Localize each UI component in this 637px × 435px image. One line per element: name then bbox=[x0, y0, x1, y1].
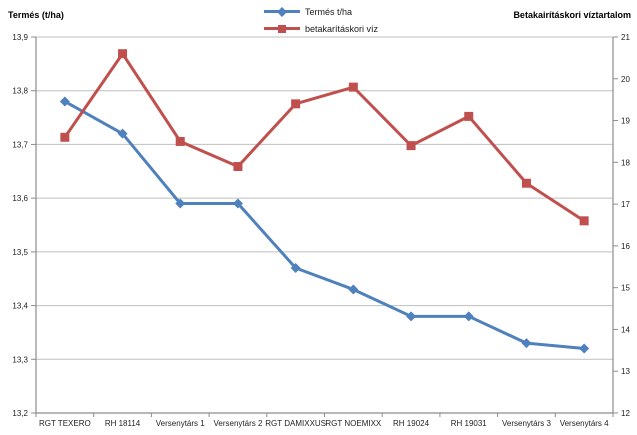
left-axis-tick-label: 13,4 bbox=[12, 302, 28, 311]
right-axis-title: Betakairításkori víztartalom bbox=[513, 10, 631, 20]
series-line-termes bbox=[63, 99, 586, 351]
legend-line-swatch bbox=[264, 6, 300, 17]
data-point-square bbox=[521, 178, 531, 188]
data-point-diamond bbox=[290, 262, 301, 273]
right-axis-tick-label: 16 bbox=[621, 242, 630, 251]
category-label: RGT NOEMIXX bbox=[325, 419, 382, 428]
data-point-diamond bbox=[175, 198, 186, 209]
legend-item-termes: Termés t/ha bbox=[264, 3, 378, 20]
data-point-diamond bbox=[232, 198, 243, 209]
series-line-viz bbox=[63, 52, 586, 223]
left-axis-tick-label: 13,9 bbox=[12, 33, 28, 42]
square-marker-icon bbox=[278, 24, 286, 33]
category-label: RGT DAMIXXUS bbox=[265, 419, 326, 428]
data-point-diamond bbox=[579, 343, 590, 354]
data-point-diamond bbox=[117, 128, 128, 139]
left-axis-tick-label: 13,8 bbox=[12, 87, 28, 96]
right-axis-tick-label: 19 bbox=[621, 117, 630, 126]
right-axis-tick-label: 13 bbox=[621, 367, 630, 376]
left-axis-tick-label: 13,2 bbox=[12, 409, 28, 418]
right-axis-tick-label: 12 bbox=[621, 409, 630, 418]
legend-label: betakarításkori víz bbox=[305, 23, 379, 34]
data-point-diamond bbox=[59, 96, 70, 107]
data-point-square bbox=[118, 49, 128, 59]
right-axis-tick-label: 17 bbox=[621, 200, 630, 209]
category-label: Versenytárs 2 bbox=[213, 419, 262, 428]
category-label: RH 19024 bbox=[393, 419, 430, 428]
data-point-square bbox=[233, 162, 243, 172]
data-point-diamond bbox=[521, 338, 532, 349]
data-point-diamond bbox=[406, 311, 417, 322]
category-label: RH 18114 bbox=[105, 419, 141, 428]
right-axis-tick-label: 15 bbox=[621, 284, 630, 293]
data-point-square bbox=[291, 99, 301, 109]
data-point-square bbox=[464, 111, 474, 121]
category-label: Versenytárs 4 bbox=[560, 419, 609, 428]
category-label: RGT TEXERO bbox=[39, 419, 91, 428]
category-label: RH 19031 bbox=[451, 419, 488, 428]
data-point-square bbox=[579, 216, 589, 226]
data-point-square bbox=[175, 136, 185, 146]
left-axis-tick-label: 13,7 bbox=[12, 140, 28, 149]
data-point-diamond bbox=[348, 284, 359, 295]
data-point-diamond bbox=[463, 311, 474, 322]
right-axis-tick-label: 18 bbox=[621, 158, 630, 167]
legend: Termés t/ha betakarításkori víz bbox=[264, 3, 378, 37]
category-label: Versenytárs 3 bbox=[502, 419, 551, 428]
data-point-square bbox=[348, 82, 358, 92]
data-point-square bbox=[60, 132, 70, 142]
category-label: Versenytárs 1 bbox=[156, 419, 205, 428]
legend-label: Termés t/ha bbox=[305, 6, 353, 17]
left-axis-tick-label: 13,3 bbox=[12, 355, 28, 364]
left-axis-tick-label: 13,5 bbox=[12, 248, 28, 257]
left-axis-title: Termés (t/ha) bbox=[8, 10, 64, 20]
data-point-square bbox=[406, 141, 416, 151]
right-axis-tick-label: 21 bbox=[621, 33, 630, 42]
right-axis-tick-label: 14 bbox=[621, 325, 630, 334]
left-axis-tick-label: 13,6 bbox=[12, 194, 28, 203]
legend-item-viz: betakarításkori víz bbox=[264, 20, 378, 37]
legend-line-swatch bbox=[264, 24, 300, 33]
right-axis-tick-label: 20 bbox=[621, 75, 630, 84]
